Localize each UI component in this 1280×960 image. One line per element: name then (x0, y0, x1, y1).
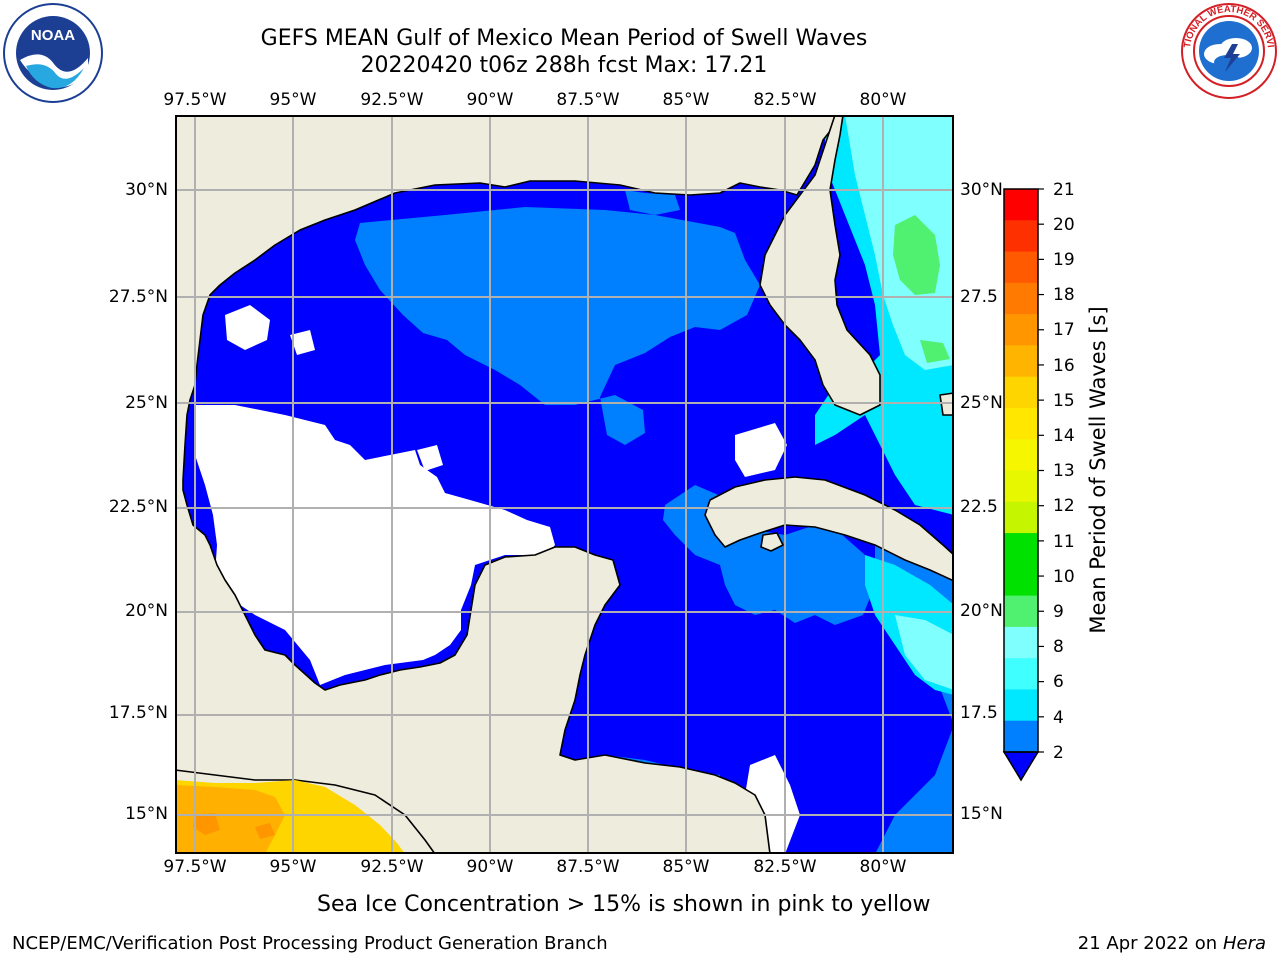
chart-subtitle: 20220420 t06z 288h fcst Max: 17.21 (360, 53, 768, 78)
colorbar-tick-label: 4 (1053, 708, 1064, 728)
colorbar-tick-label: 9 (1053, 602, 1064, 622)
colorbar-band (1004, 407, 1038, 440)
lat-label-right: 20°N (960, 601, 1003, 621)
colorbar-band (1004, 314, 1038, 346)
lat-label-left: 30°N (125, 180, 168, 200)
lon-label-top: 92.5°W (360, 90, 424, 110)
lat-label-right: 30°N (960, 180, 1003, 200)
lon-label-top: 82.5°W (753, 90, 817, 110)
lon-label-top: 80°W (859, 90, 907, 110)
map-frame (175, 115, 954, 854)
colorbar-band (1004, 220, 1038, 253)
sea-ice-note: Sea Ice Concentration > 15% is shown in … (317, 892, 931, 917)
colorbar-title: Mean Period of Swell Waves [s] (1086, 306, 1110, 634)
colorbar-band (1004, 189, 1038, 221)
footer-credit: NCEP/EMC/Verification Post Processing Pr… (12, 933, 608, 954)
lon-label-bottom: 97.5°W (163, 857, 227, 877)
lon-label-bottom: 90°W (466, 857, 514, 877)
colorbar-band (1004, 376, 1038, 409)
colorbar-tick-label: 14 (1053, 426, 1075, 446)
lat-label-left: 27.5°N (108, 287, 168, 307)
colorbar-tick-label: 20 (1053, 215, 1075, 235)
colorbar-extend-arrow (1002, 751, 1040, 782)
lat-label-right: 22.5 (960, 497, 998, 517)
sea-ice-region (175, 780, 405, 854)
noaa-logo: NOAA (3, 3, 103, 103)
colorbar-tick-label: 15 (1053, 391, 1075, 411)
colorbar-tick-label: 17 (1053, 320, 1075, 340)
colorbar-band (1004, 689, 1038, 722)
lat-label-left: 25°N (125, 393, 168, 413)
lat-label-right: 15°N (960, 804, 1003, 824)
noaa-logo-text: NOAA (31, 27, 75, 44)
footer-host: Hera (1222, 933, 1266, 954)
lat-label-left: 15°N (125, 804, 168, 824)
colorbar-band (1004, 658, 1038, 691)
lon-label-bottom: 87.5°W (556, 857, 620, 877)
colorbar (1002, 188, 1044, 782)
nws-logo: NATIONAL WEATHER SERVICE (1180, 2, 1277, 99)
colorbar-band (1004, 501, 1038, 534)
footer-date-text: 21 Apr 2022 on (1077, 933, 1223, 954)
colorbar-tick-label: 8 (1053, 637, 1064, 657)
lon-label-bottom: 92.5°W (360, 857, 424, 877)
colorbar-band (1004, 626, 1038, 659)
colorbar-tick-label: 19 (1053, 250, 1075, 270)
colorbar-tick-label: 18 (1053, 285, 1075, 305)
lon-label-top: 95°W (269, 90, 317, 110)
chart-title: GEFS MEAN Gulf of Mexico Mean Period of … (260, 26, 868, 51)
colorbar-band (1004, 720, 1038, 753)
lat-label-right: 27.5 (960, 287, 998, 307)
colorbar-tick-label: 21 (1053, 180, 1075, 200)
lon-label-top: 90°W (466, 90, 514, 110)
colorbar-bands (1004, 189, 1038, 753)
colorbar-band (1004, 345, 1038, 378)
swell-period-6-9-areas (815, 115, 954, 695)
colorbar-tick-label: 6 (1053, 672, 1064, 692)
colorbar-band (1004, 564, 1038, 597)
map-gridlines (175, 115, 954, 854)
colorbar-band (1004, 533, 1038, 565)
colorbar-band (1004, 282, 1038, 315)
footer-date: 21 Apr 2022 on Hera (1078, 933, 1266, 954)
colorbar-tick-label: 10 (1053, 567, 1075, 587)
lon-label-bottom: 85°W (662, 857, 710, 877)
lat-label-left: 22.5°N (108, 497, 168, 517)
lon-label-bottom: 80°W (859, 857, 907, 877)
colorbar-band (1004, 251, 1038, 284)
colorbar-tick-label: 11 (1053, 532, 1075, 552)
lon-label-top: 97.5°W (163, 90, 227, 110)
colorbar-band (1004, 595, 1038, 628)
lon-label-top: 87.5°W (556, 90, 620, 110)
lat-label-right: 25°N (960, 393, 1003, 413)
colorbar-band (1004, 470, 1038, 503)
map-panel (175, 115, 954, 854)
lon-label-bottom: 95°W (269, 857, 317, 877)
colorbar-tick-label: 16 (1053, 356, 1075, 376)
colorbar-tick-label: 12 (1053, 496, 1075, 516)
colorbar-tick-label: 13 (1053, 461, 1075, 481)
lon-label-top: 85°W (662, 90, 710, 110)
colorbar-band (1004, 439, 1038, 472)
lat-label-left: 20°N (125, 601, 168, 621)
lat-label-right: 17.5 (960, 703, 998, 723)
lat-label-left: 17.5°N (108, 703, 168, 723)
colorbar-tick-label: 2 (1053, 743, 1064, 763)
colorbar-ticks (1038, 188, 1044, 753)
lon-label-bottom: 82.5°W (753, 857, 817, 877)
